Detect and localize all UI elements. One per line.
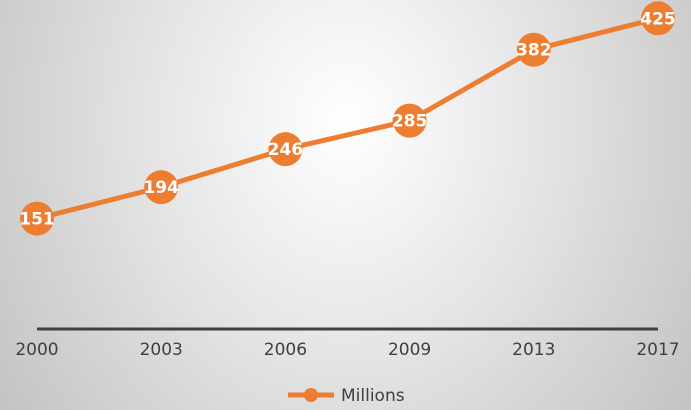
x-tick-label: 2009	[388, 340, 431, 360]
legend-marker-swatch	[304, 388, 318, 402]
data-point	[516, 32, 551, 67]
x-tick-label: 2013	[512, 340, 555, 360]
legend: Millions	[288, 386, 405, 406]
x-tick-label: 2003	[140, 340, 183, 360]
data-label: 382	[516, 41, 552, 61]
x-tick-labels: 2000 2003 2006 2009 2013 2017	[15, 340, 679, 360]
data-label: 151	[19, 210, 55, 230]
data-point	[268, 132, 303, 167]
data-point	[392, 103, 427, 138]
data-label: 425	[640, 9, 676, 29]
series-group: 151 194 246 285 382 425	[19, 1, 676, 236]
x-tick-label: 2017	[636, 340, 679, 360]
data-point	[641, 1, 675, 36]
data-label: 194	[143, 178, 179, 198]
series-line-millions	[36, 15, 659, 222]
data-point	[20, 201, 54, 236]
data-label: 285	[392, 112, 428, 132]
x-tick-label: 2000	[15, 340, 58, 360]
data-point	[144, 170, 179, 205]
legend-label: Millions	[341, 386, 405, 406]
data-label: 246	[268, 140, 304, 160]
x-tick-label: 2006	[264, 340, 307, 360]
